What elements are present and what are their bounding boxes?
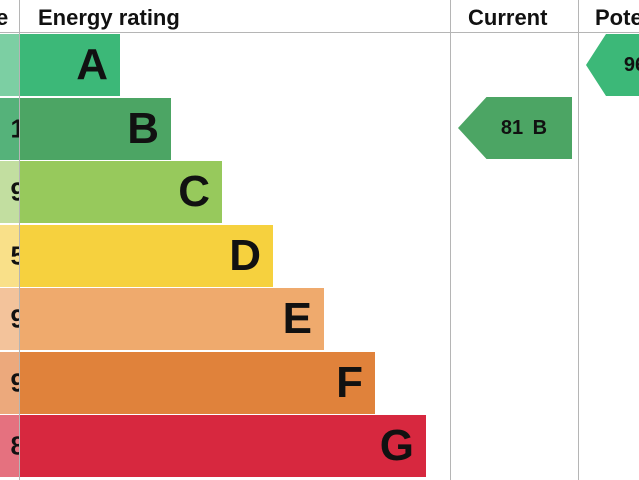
divider-current bbox=[578, 0, 579, 480]
score-strip-c: 9 bbox=[0, 161, 19, 223]
header-current: Current bbox=[468, 5, 548, 30]
score-strip-e: 9 bbox=[0, 288, 19, 350]
potential-rating-label: 96 bbox=[623, 53, 639, 76]
band-d: D bbox=[20, 224, 273, 287]
current-rating-label: 81 B bbox=[500, 116, 548, 139]
band-letter-c: C bbox=[178, 167, 210, 216]
band-letter-g: G bbox=[379, 421, 414, 470]
score-digit-d: 5 bbox=[10, 240, 19, 270]
score-digit-c: 9 bbox=[10, 176, 19, 207]
band-letter-b: B bbox=[127, 103, 159, 153]
header-potential: Pote bbox=[595, 5, 639, 30]
score-digit-f: 9 bbox=[10, 367, 19, 397]
band-g: G bbox=[20, 415, 426, 477]
band-letter-e: E bbox=[282, 294, 312, 343]
potential-rating-arrow: 96 bbox=[586, 34, 639, 96]
score-digit-g: 8 bbox=[10, 430, 19, 461]
header-energy-rating: Energy rating bbox=[38, 5, 180, 30]
score-strip-g: 8 bbox=[0, 415, 19, 477]
band-letter-a: A bbox=[76, 40, 108, 89]
band-b: B bbox=[20, 97, 171, 160]
band-e: E bbox=[20, 288, 324, 350]
band-a: A bbox=[20, 34, 120, 96]
band-f: F bbox=[20, 351, 375, 414]
divider-score bbox=[19, 0, 20, 480]
divider-rating bbox=[450, 0, 451, 480]
band-letter-d: D bbox=[229, 230, 261, 280]
band-c: C bbox=[20, 161, 222, 223]
score-strip-b: 1 bbox=[0, 97, 19, 160]
header-score-fragment: e bbox=[0, 5, 9, 30]
header-underline bbox=[0, 32, 639, 33]
score-strip-f: 9 bbox=[0, 351, 19, 414]
score-strip-a bbox=[0, 34, 19, 96]
score-strip-d: 5 bbox=[0, 224, 19, 287]
current-rating-arrow: 81 B bbox=[458, 97, 572, 159]
band-letter-f: F bbox=[336, 357, 363, 407]
score-digit-e: 9 bbox=[10, 303, 19, 334]
score-digit-b: 1 bbox=[10, 113, 19, 143]
